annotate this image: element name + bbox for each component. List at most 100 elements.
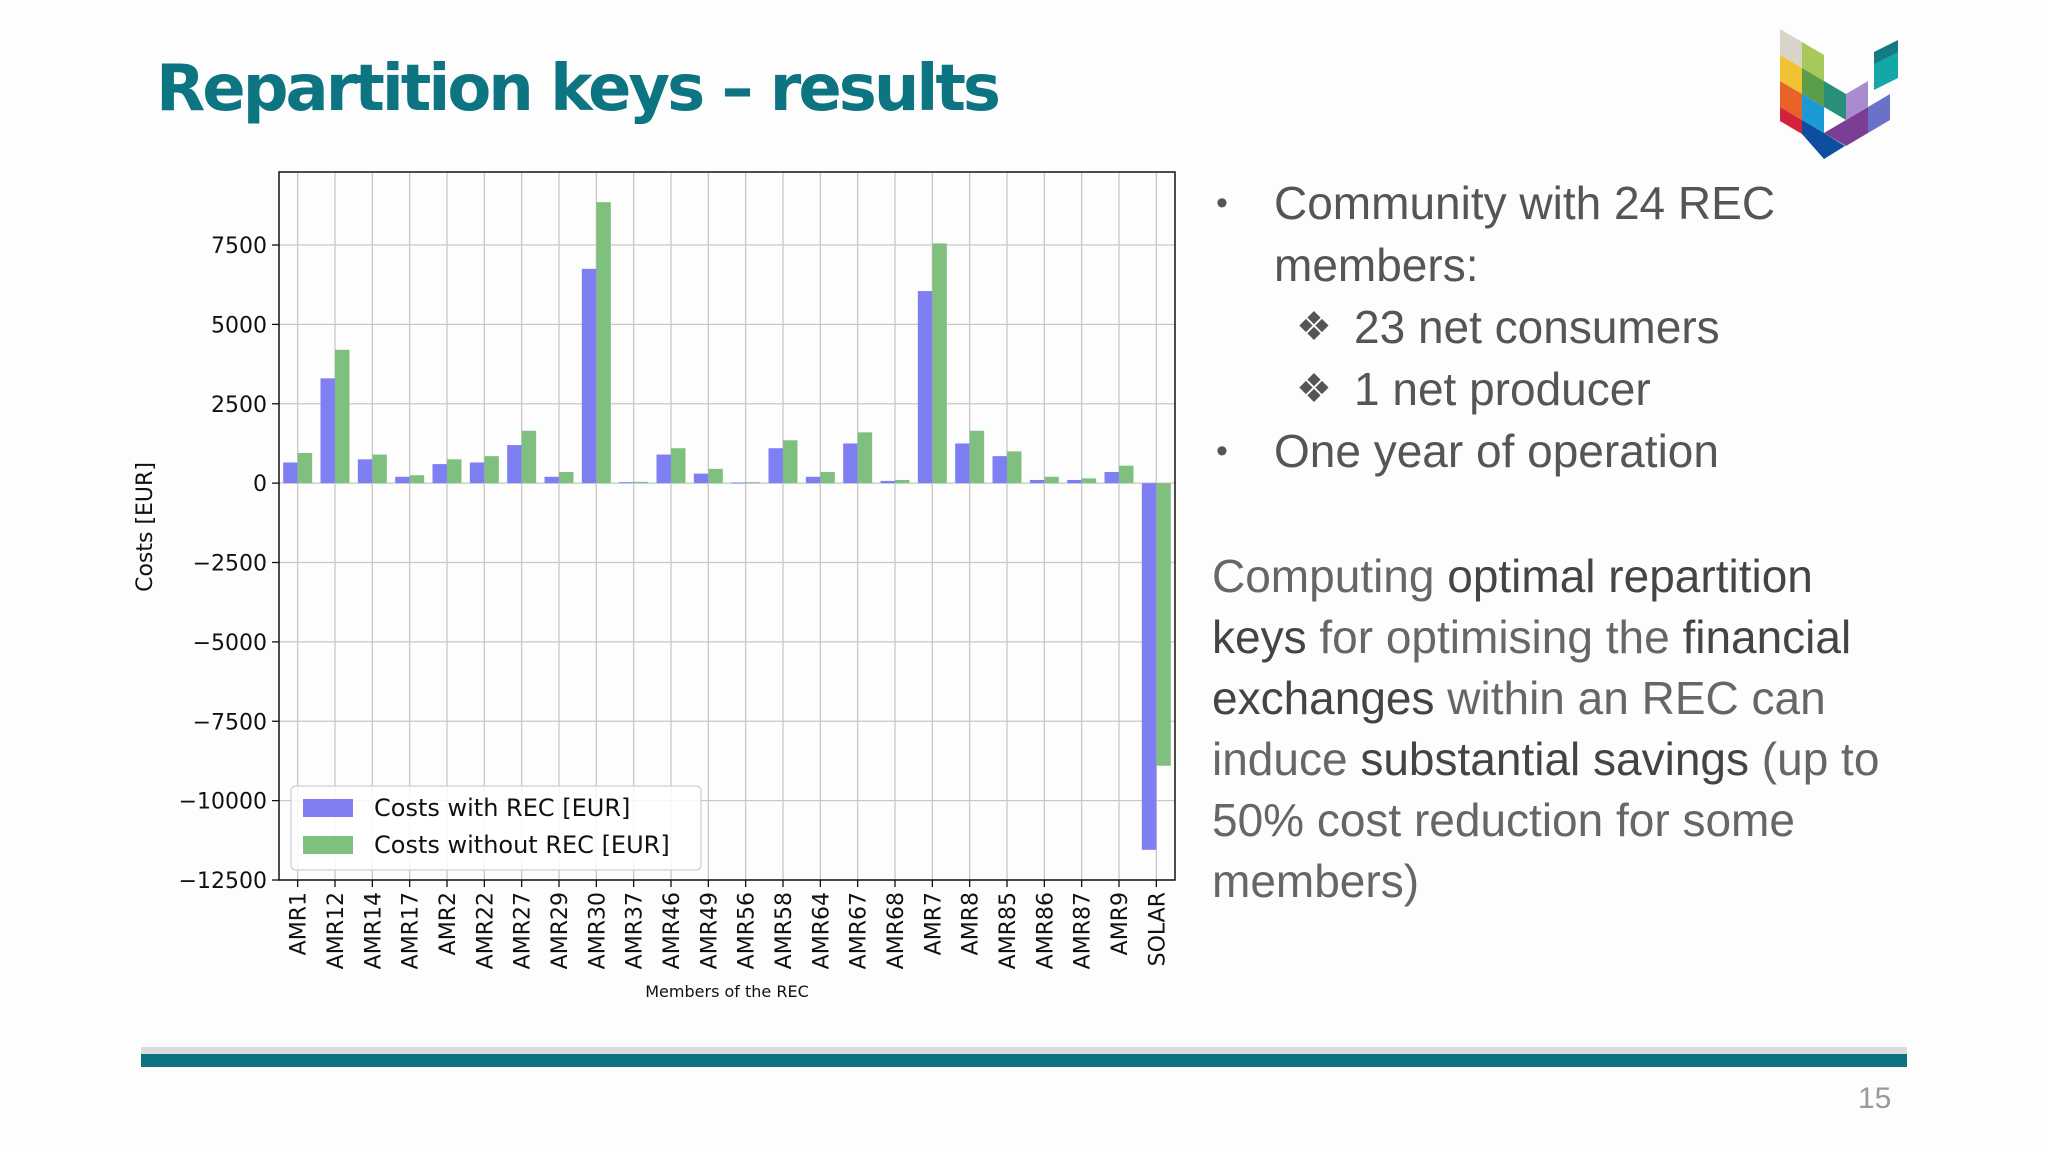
legend-swatch (303, 836, 353, 854)
x-tick-label: AMR30 (585, 892, 610, 969)
bar-with-rec-solar (1141, 483, 1157, 850)
y-tick-label: −10000 (179, 790, 267, 815)
x-tick-label: AMR7 (921, 892, 946, 955)
x-tick-label: AMR12 (324, 892, 349, 969)
y-tick-label: 0 (253, 472, 267, 497)
bar-with-rec-amr86 (1029, 479, 1045, 484)
axes: −12500 −10000 −7500 −5000 −2500 0 2500 5000 7500… (179, 171, 1176, 969)
bar-without-rec-amr46 (671, 448, 686, 484)
bar-with-rec-amr37 (619, 482, 634, 484)
bar-with-rec-amr27 (507, 445, 522, 484)
bullet-item: • One year of operation (1212, 420, 1912, 482)
bar-without-rec-amr22 (484, 456, 499, 484)
x-tick-label: AMR1 (287, 892, 312, 955)
legend-label: Costs with REC [EUR] (374, 794, 630, 822)
bar-without-rec-amr29 (559, 472, 574, 484)
bar-without-rec-amr86 (1044, 476, 1059, 484)
bar-without-rec-amr49 (708, 468, 723, 484)
x-axis-label: Members of the REC (645, 982, 808, 1001)
emphasis-text: optimal repartition keys (1212, 550, 1813, 663)
bar-without-rec-amr1 (297, 452, 313, 484)
x-tick-label: AMR68 (884, 892, 909, 969)
x-tick-label: AMR22 (473, 892, 498, 969)
y-axis-label: Costs [EUR] (133, 462, 158, 592)
x-tick-label: AMR27 (511, 892, 536, 969)
bar-with-rec-amr87 (1067, 479, 1082, 484)
bars (283, 202, 1171, 850)
bar-without-rec-amr67 (857, 432, 873, 484)
university-logo-icon (1780, 29, 1898, 159)
bar-with-rec-amr67 (843, 443, 858, 484)
bar-with-rec-amr17 (395, 476, 410, 484)
bar-without-rec-amr85 (1007, 451, 1022, 484)
bar-with-rec-amr8 (955, 443, 970, 484)
bullet-text: Community with 24 REC members: (1274, 177, 1776, 291)
bar-with-rec-amr29 (544, 476, 559, 484)
bar-without-rec-amr56 (745, 482, 761, 484)
diamond-bullet-icon: ❖ (1296, 366, 1332, 412)
bar-with-rec-amr2 (432, 464, 447, 484)
paragraph-text: (up to 50% cost reduction for some membe… (1212, 733, 1880, 907)
bar-with-rec-amr68 (880, 480, 895, 484)
x-tick-label: AMR85 (996, 892, 1021, 969)
x-tick-label: AMR9 (1108, 892, 1133, 955)
summary-paragraph: Computing optimal repartition keys for o… (1212, 546, 1912, 912)
y-tick-label: −5000 (193, 631, 267, 656)
legend-box (290, 785, 702, 871)
x-tick-label: AMR17 (399, 892, 424, 969)
bullet-dot-icon: • (1216, 184, 1228, 222)
y-tick-label: 2500 (211, 393, 267, 418)
bar-without-rec-amr9 (1119, 465, 1134, 484)
emphasis-text: financial exchanges (1212, 611, 1852, 724)
text-panel: • Community with 24 REC members: ❖ 23 net c… (1212, 172, 1912, 912)
sub-bullet-item: ❖ 23 net consumers (1274, 296, 1912, 358)
paragraph-text: for optimising the (1306, 611, 1683, 663)
y-tick-label: 5000 (211, 313, 267, 338)
x-tick-label: AMR29 (548, 892, 573, 969)
x-tick-label: AMR46 (660, 892, 685, 969)
plot-frame (278, 171, 1176, 881)
bullet-text: One year of operation (1274, 425, 1719, 477)
x-tick-label: SOLAR (1145, 892, 1170, 966)
legend-swatch (303, 799, 353, 817)
bullet-list: • Community with 24 REC members: ❖ 23 net c… (1212, 172, 1912, 482)
bar-without-rec-solar (1156, 483, 1171, 766)
bar-without-rec-amr17 (409, 475, 425, 484)
bar-with-rec-amr85 (992, 456, 1007, 484)
bar-with-rec-amr56 (731, 482, 746, 484)
x-tick-label: AMR49 (697, 892, 722, 969)
bullet-dot-icon: • (1216, 432, 1228, 470)
bar-without-rec-amr7 (932, 243, 947, 484)
bar-without-rec-amr12 (335, 349, 350, 484)
bar-with-rec-amr14 (357, 459, 373, 484)
bar-without-rec-amr64 (820, 472, 835, 484)
bar-without-rec-amr27 (521, 430, 537, 484)
bar-with-rec-amr30 (581, 268, 597, 484)
bar-without-rec-amr37 (633, 481, 649, 484)
y-tick-label: 7500 (211, 234, 267, 259)
grid-lines (279, 172, 1175, 881)
x-tick-label: AMR14 (361, 892, 386, 969)
bar-with-rec-amr9 (1104, 472, 1119, 484)
bar-without-rec-amr2 (447, 459, 462, 484)
diamond-bullet-icon: ❖ (1296, 304, 1332, 350)
x-tick-label: AMR64 (809, 892, 834, 969)
x-tick-label: AMR67 (847, 892, 872, 969)
bar-with-rec-amr1 (283, 462, 298, 484)
x-tick-label: AMR2 (436, 892, 461, 955)
sub-bullet-item: ❖ 1 net producer (1274, 358, 1912, 420)
x-tick-label: AMR86 (1033, 892, 1058, 969)
bar-without-rec-amr30 (596, 202, 611, 484)
bar-without-rec-amr87 (1081, 478, 1097, 484)
x-tick-label: AMR8 (959, 892, 984, 955)
bar-without-rec-amr58 (783, 440, 798, 484)
bar-with-rec-amr58 (768, 448, 783, 484)
sub-bullet-text: 1 net producer (1354, 363, 1651, 415)
bar-with-rec-amr46 (656, 454, 671, 484)
x-tick-label: AMR56 (735, 892, 760, 969)
y-tick-label: −2500 (193, 552, 267, 577)
emphasis-text: substantial savings (1360, 733, 1750, 785)
slide-title: Repartition keys – results (156, 52, 1001, 126)
footer-rule-grey (141, 1047, 1907, 1054)
bar-with-rec-amr64 (805, 476, 821, 484)
